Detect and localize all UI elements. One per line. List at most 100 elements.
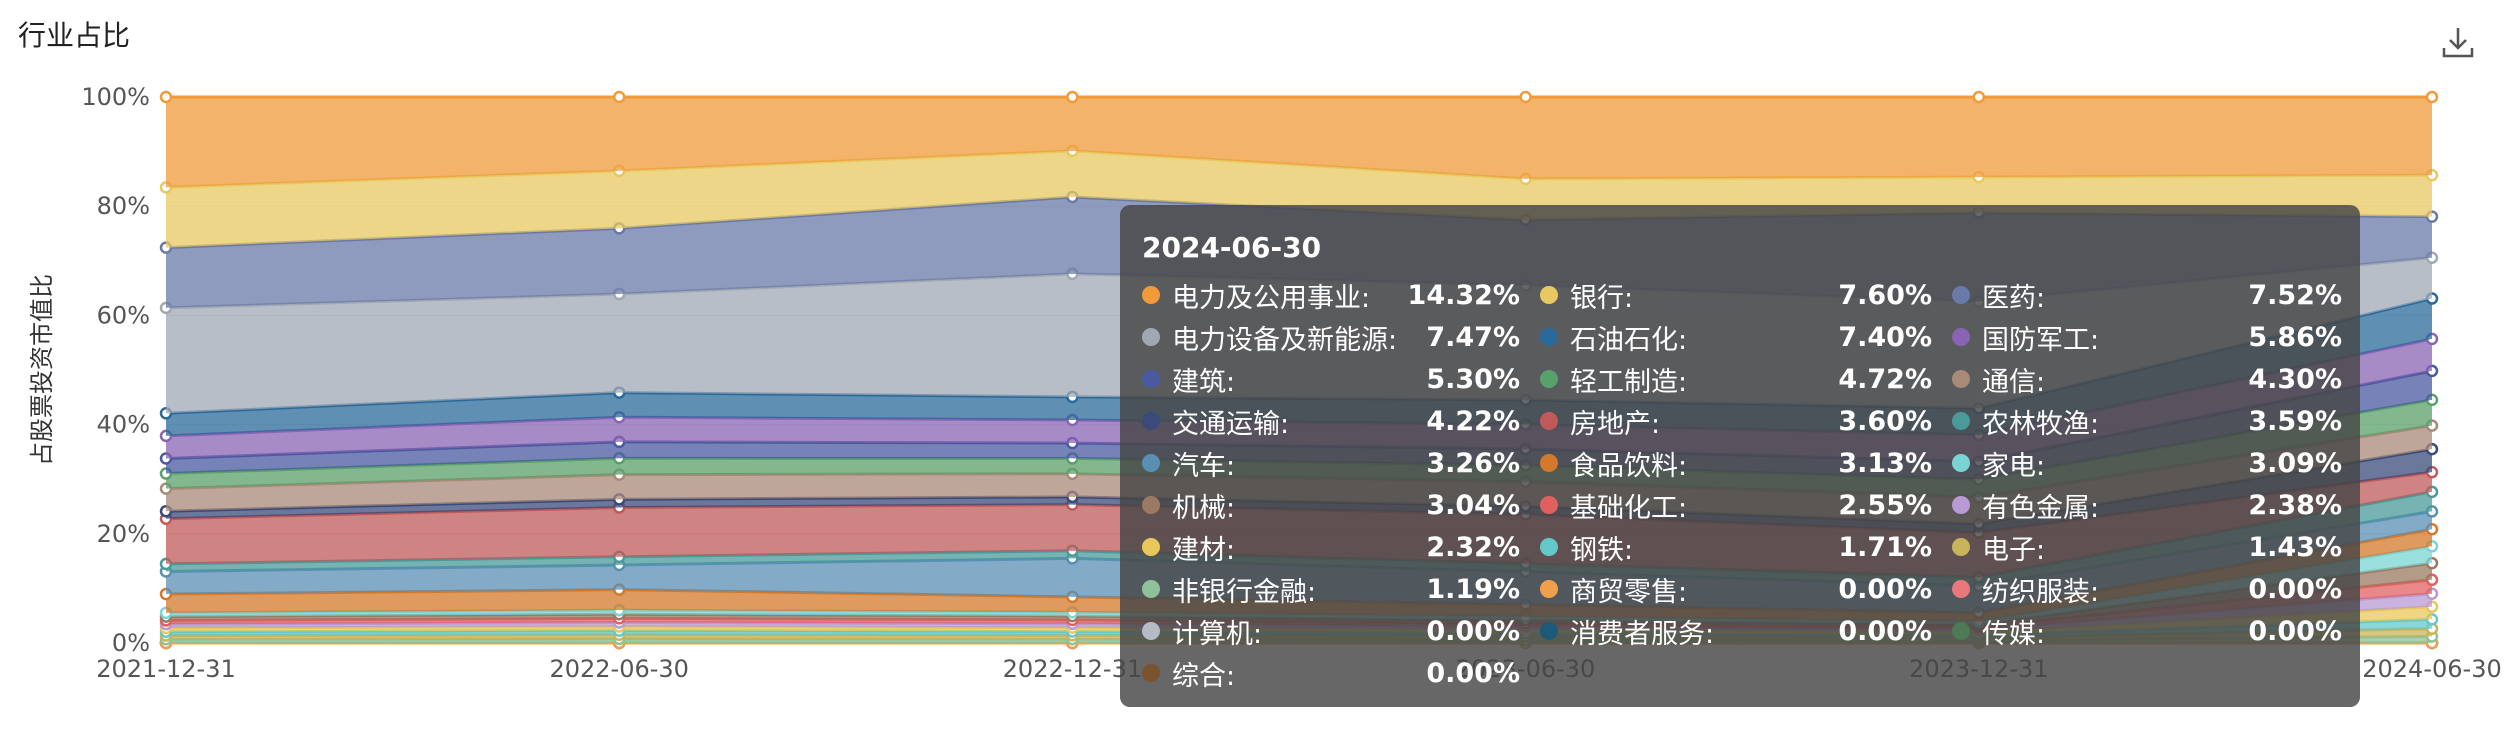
- tooltip-item-name: 传媒:: [1982, 618, 2046, 650]
- tooltip-item-name: 非银行金融:: [1172, 576, 1317, 608]
- legend-dot: [1142, 496, 1160, 514]
- tooltip-item-value: 3.60%: [1838, 405, 1932, 437]
- tooltip-item-name: 建材:: [1172, 534, 1236, 566]
- chart-title: 行业占比: [18, 19, 131, 52]
- tooltip-item-name: 商贸零售:: [1570, 576, 1688, 608]
- legend-dot: [1142, 412, 1160, 430]
- legend-dot: [1540, 370, 1558, 388]
- legend-dot: [1952, 538, 1970, 556]
- legend-dot: [1142, 454, 1160, 472]
- tooltip-item-name: 石油石化:: [1570, 324, 1688, 356]
- legend-dot: [1142, 370, 1160, 388]
- tooltip-item-value: 2.32%: [1426, 531, 1520, 563]
- data-point: [1972, 90, 1986, 104]
- tooltip-item-name: 电力及公用事业:: [1172, 282, 1371, 314]
- tooltip-item-name: 房地产:: [1570, 408, 1661, 440]
- tooltip-item: 食品饮料: 3.13%: [1540, 442, 1952, 484]
- tooltip-item: 建筑: 5.30%: [1142, 358, 1540, 400]
- tooltip-item: 机械: 3.04%: [1142, 484, 1540, 526]
- tooltip-item: 家电: 3.09%: [1952, 442, 2362, 484]
- tooltip-item-name: 交通运输:: [1172, 408, 1290, 440]
- tooltip-item-value: 3.09%: [2248, 447, 2342, 479]
- y-axis-label: 占股票投资市值比: [28, 274, 56, 466]
- tooltip-item-name: 食品饮料:: [1570, 450, 1688, 482]
- tooltip-item-value: 5.30%: [1426, 363, 1520, 395]
- legend-dot: [1540, 496, 1558, 514]
- area-国防军工: [166, 338, 2432, 462]
- legend-dot: [1540, 412, 1558, 430]
- y-tick-label: 80%: [97, 192, 150, 220]
- tooltip-items: 电力及公用事业: 14.32% 银行: 7.60% 医药: 7.52% 电力设备及新能源: 7…: [1142, 274, 2342, 694]
- tooltip-item-name: 家电:: [1982, 450, 2046, 482]
- tooltip-item: 医药: 7.52%: [1952, 274, 2362, 316]
- x-tick-label: 2022-06-30: [549, 655, 688, 683]
- tooltip-item-value: 3.59%: [2248, 405, 2342, 437]
- legend-dot: [1540, 454, 1558, 472]
- data-point: [159, 90, 173, 104]
- tooltip-item: 有色金属: 2.38%: [1952, 484, 2362, 526]
- legend-dot: [1142, 328, 1160, 346]
- tooltip-item: 银行: 7.60%: [1540, 274, 1952, 316]
- tooltip-item-value: 2.55%: [1838, 489, 1932, 521]
- legend-dot: [1952, 370, 1970, 388]
- tooltip-item: 汽车: 3.26%: [1142, 442, 1540, 484]
- tooltip-item-value: 0.00%: [2248, 615, 2342, 647]
- legend-dot: [1142, 286, 1160, 304]
- x-tick-label: 2021-12-31: [96, 655, 235, 683]
- tooltip-item: 建材: 2.32%: [1142, 526, 1540, 568]
- tooltip-item-name: 汽车:: [1172, 450, 1236, 482]
- data-point: [2425, 90, 2439, 104]
- y-tick-label: 100%: [81, 83, 150, 111]
- tooltip-item-name: 基础化工:: [1570, 492, 1688, 524]
- area-轻工制造: [166, 399, 2432, 498]
- legend-dot: [1142, 580, 1160, 598]
- tooltip-item: 石油石化: 7.40%: [1540, 316, 1952, 358]
- tooltip-item: 商贸零售: 0.00%: [1540, 568, 1952, 610]
- tooltip-item-value: 7.52%: [2248, 279, 2342, 311]
- tooltip-item-value: 0.00%: [1426, 615, 1520, 647]
- area-银行: [166, 150, 2432, 248]
- tooltip-item-value: 7.47%: [1426, 321, 1520, 353]
- tooltip-item-value: 7.40%: [1838, 321, 1932, 353]
- tooltip-item-value: 0.00%: [1838, 615, 1932, 647]
- tooltip-item: 非银行金融: 1.19%: [1142, 568, 1540, 610]
- tooltip-item-name: 有色金属:: [1982, 492, 2100, 524]
- tooltip-item: 钢铁: 1.71%: [1540, 526, 1952, 568]
- tooltip-item-name: 计算机:: [1172, 618, 1263, 650]
- area-食品饮料: [166, 529, 2432, 622]
- tooltip-item: 通信: 4.30%: [1952, 358, 2362, 400]
- legend-dot: [1142, 622, 1160, 640]
- tooltip-item-name: 消费者服务:: [1570, 618, 1715, 650]
- tooltip-item-value: 0.00%: [1838, 573, 1932, 605]
- legend-dot: [1952, 622, 1970, 640]
- tooltip-item-value: 3.26%: [1426, 447, 1520, 479]
- tooltip-date: 2024-06-30: [1142, 231, 1322, 264]
- tooltip-item-name: 医药:: [1982, 282, 2046, 314]
- tooltip-item-name: 银行:: [1570, 282, 1634, 314]
- legend-dot: [1952, 454, 1970, 472]
- tooltip-item: 农林牧渔: 3.59%: [1952, 400, 2362, 442]
- area-钢铁: [166, 619, 2432, 638]
- legend-dot: [1540, 622, 1558, 640]
- tooltip-item-value: 5.86%: [2248, 321, 2342, 353]
- download-icon: [2442, 28, 2474, 58]
- download-button[interactable]: [2438, 22, 2478, 62]
- tooltip-item-name: 建筑:: [1172, 366, 1236, 398]
- tooltip-item-name: 电力设备及新能源:: [1172, 324, 1398, 356]
- tooltip-item-name: 农林牧渔:: [1982, 408, 2100, 440]
- y-tick-label: 60%: [97, 301, 150, 329]
- data-point: [612, 90, 626, 104]
- chart-tooltip: 2024-06-30 电力及公用事业: 14.32% 银行: 7.60% 医药: 7.52…: [1120, 205, 2360, 707]
- tooltip-item-value: 3.13%: [1838, 447, 1932, 479]
- y-tick-label: 20%: [97, 520, 150, 548]
- tooltip-item: 轻工制造: 4.72%: [1540, 358, 1952, 400]
- tooltip-item-value: 0.00%: [1426, 657, 1520, 689]
- tooltip-item: 电子: 1.43%: [1952, 526, 2362, 568]
- legend-dot: [1540, 580, 1558, 598]
- legend-dot: [1540, 538, 1558, 556]
- tooltip-item-name: 综合:: [1172, 660, 1236, 692]
- y-tick-label: 40%: [97, 411, 150, 439]
- tooltip-item: 电力设备及新能源: 7.47%: [1142, 316, 1540, 358]
- tooltip-item-value: 14.32%: [1407, 279, 1520, 311]
- area-电力及公用事业: [166, 97, 2432, 188]
